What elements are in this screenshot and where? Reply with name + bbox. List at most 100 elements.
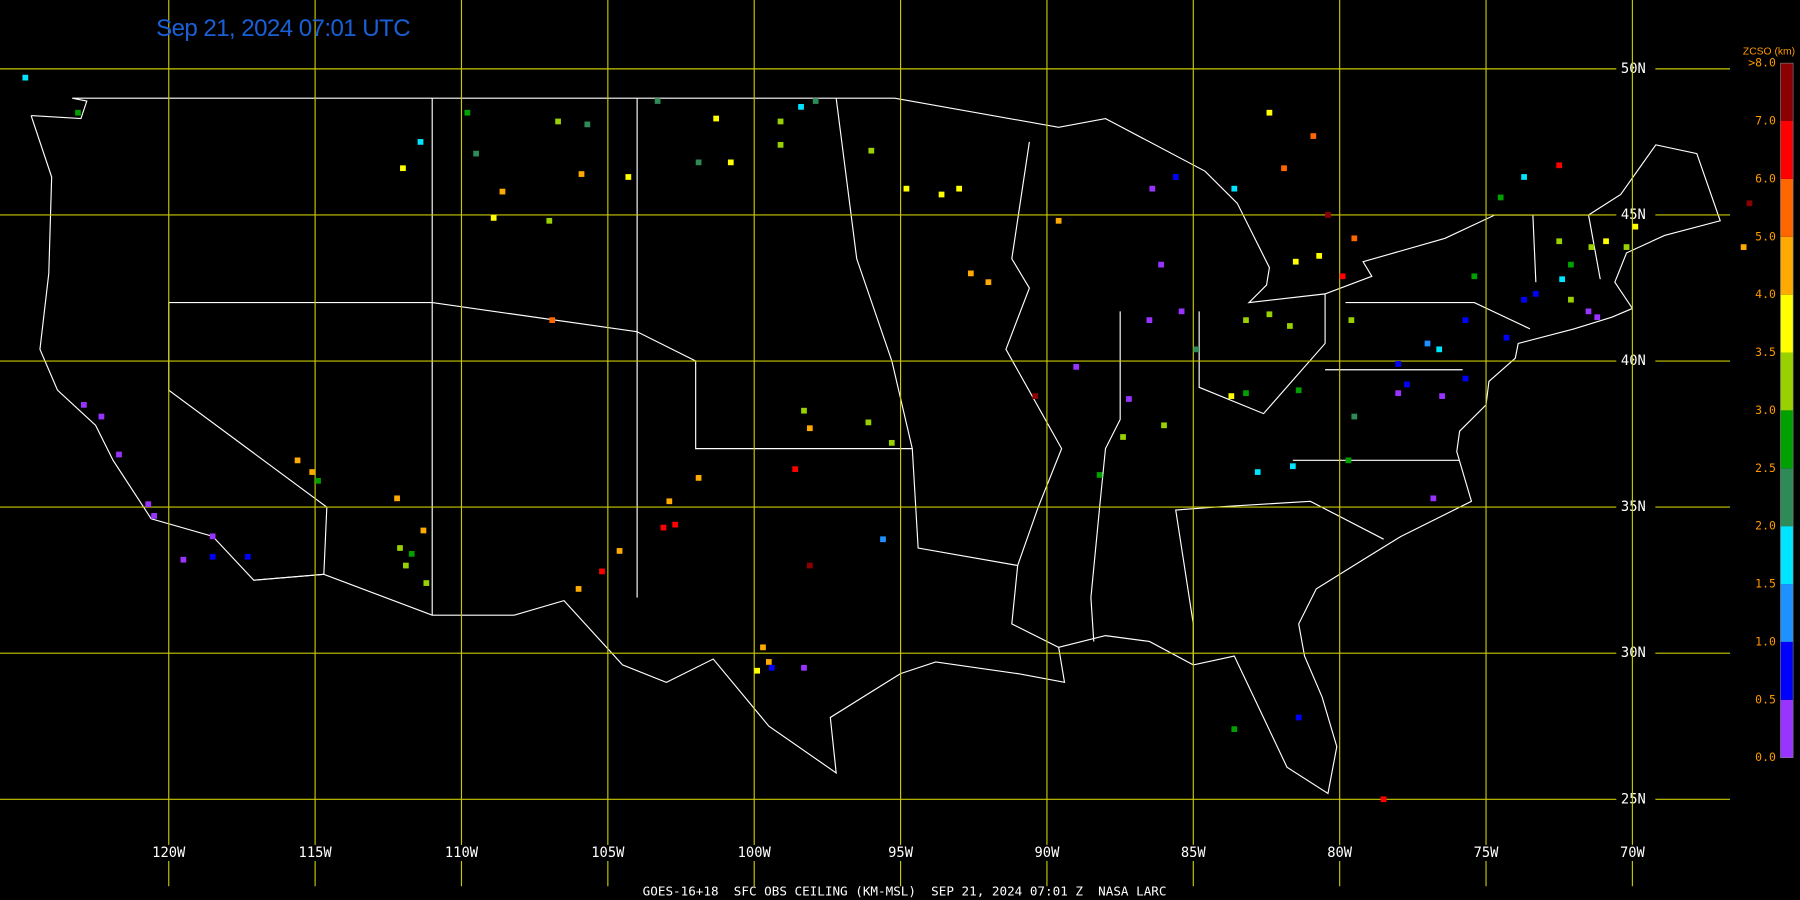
station-ceiling — [1096, 472, 1103, 478]
colorbar-segment — [1780, 641, 1794, 700]
station-ceiling — [1266, 109, 1273, 116]
colorbar-label: >8.0 — [1748, 56, 1776, 70]
station-ceiling — [1559, 276, 1566, 283]
station-ceiling — [801, 407, 807, 414]
station-ceiling — [575, 586, 582, 592]
station-ceiling — [180, 556, 187, 563]
label-bg — [289, 844, 341, 861]
station-ceiling — [1193, 346, 1200, 353]
longitude-label: 115W — [299, 845, 333, 861]
station-ceiling — [1439, 393, 1445, 399]
station-ceiling — [1395, 390, 1402, 397]
station-ceiling — [1532, 290, 1539, 297]
station-ceiling — [1395, 361, 1402, 367]
station-ceiling — [1471, 273, 1478, 280]
station-ceiling — [666, 498, 673, 505]
station-ceiling — [880, 536, 886, 543]
station-ceiling — [1424, 340, 1431, 347]
colorbar: ZCSO (km) 0.0 0.5 1.0 1.5 2.0 2.5 3.0 3.5 4.0 5.0 6… — [1743, 46, 1795, 764]
colorbar-label: 0.5 — [1755, 692, 1776, 706]
station-ceiling — [1404, 381, 1410, 388]
station-ceiling — [473, 150, 479, 157]
state-border — [1587, 214, 1601, 280]
station-ceiling — [1325, 212, 1331, 218]
station-ceiling — [1462, 317, 1469, 324]
state-border — [1198, 293, 1326, 415]
station-ceiling — [1351, 235, 1358, 242]
longitude-label: 80W — [1327, 845, 1353, 861]
station-ceiling — [1178, 308, 1185, 315]
station-ceiling — [1310, 133, 1317, 139]
colorbar-segment — [1780, 410, 1794, 469]
station-ceiling — [1556, 238, 1563, 245]
station-ceiling — [1430, 495, 1437, 502]
longitude-label: 85W — [1181, 845, 1207, 861]
station-ceiling — [397, 545, 403, 551]
state-border — [835, 98, 913, 449]
longitude-label: 120W — [152, 845, 186, 861]
colorbar-label: 7.0 — [1755, 114, 1776, 128]
station-ceiling — [420, 527, 427, 534]
colorbar-label: 1.0 — [1755, 634, 1776, 648]
station-ceiling — [75, 109, 81, 116]
station-ceiling — [727, 159, 734, 166]
station-ceiling — [754, 667, 761, 674]
station-ceiling — [584, 121, 591, 128]
colorbar-label: 5.0 — [1755, 229, 1776, 243]
station-ceiling — [145, 501, 152, 508]
stations — [22, 74, 1753, 803]
station-ceiling — [22, 74, 29, 81]
station-ceiling — [1568, 296, 1574, 303]
label-bg — [1314, 844, 1365, 861]
station-ceiling — [760, 644, 766, 651]
station-ceiling — [1556, 162, 1563, 169]
station-ceiling — [294, 457, 301, 464]
station-ceiling — [599, 568, 605, 575]
station-ceiling — [1740, 244, 1747, 250]
longitude-label: 95W — [888, 845, 914, 861]
station-ceiling — [654, 98, 661, 104]
station-ceiling — [625, 174, 632, 180]
station-ceiling — [1585, 308, 1592, 315]
station-ceiling — [1746, 200, 1753, 207]
colorbar-label: 3.0 — [1755, 403, 1776, 417]
station-ceiling — [1073, 364, 1080, 370]
colorbar-segment — [1780, 468, 1794, 527]
label-bg — [1616, 645, 1656, 662]
latitude-label: 50N — [1621, 61, 1646, 77]
station-ceiling — [315, 477, 321, 484]
station-ceiling — [1231, 726, 1238, 733]
station-ceiling — [695, 159, 702, 166]
station-ceiling — [394, 495, 400, 502]
station-ceiling — [80, 401, 87, 408]
station-ceiling — [938, 191, 945, 198]
longitude-label: 75W — [1474, 845, 1500, 861]
station-ceiling — [1158, 261, 1164, 268]
station-ceiling — [1295, 387, 1302, 394]
station-ceiling — [956, 185, 962, 192]
station-ceiling — [1632, 223, 1639, 230]
station-ceiling — [1351, 413, 1358, 420]
latitude-label: 35N — [1621, 499, 1646, 515]
station-ceiling — [1295, 714, 1302, 721]
state-border — [1213, 500, 1384, 540]
colorbar-segment — [1780, 236, 1794, 295]
longitude-label: 100W — [738, 845, 772, 861]
station-ceiling — [1120, 434, 1126, 440]
colorbar-segment — [1780, 584, 1794, 642]
station-ceiling — [1497, 194, 1504, 201]
station-ceiling — [549, 317, 556, 324]
label-bg — [143, 844, 195, 861]
station-ceiling — [1380, 796, 1387, 803]
station-ceiling — [812, 98, 819, 104]
label-bg — [875, 844, 926, 861]
station-ceiling — [903, 185, 910, 192]
colorbar-label: 2.5 — [1755, 461, 1776, 475]
colorbar-title: ZCSO (km) — [1743, 46, 1795, 57]
station-ceiling — [888, 439, 895, 446]
station-ceiling — [1345, 457, 1352, 464]
colorbar-label: 6.0 — [1755, 171, 1776, 185]
station-ceiling — [806, 562, 813, 569]
